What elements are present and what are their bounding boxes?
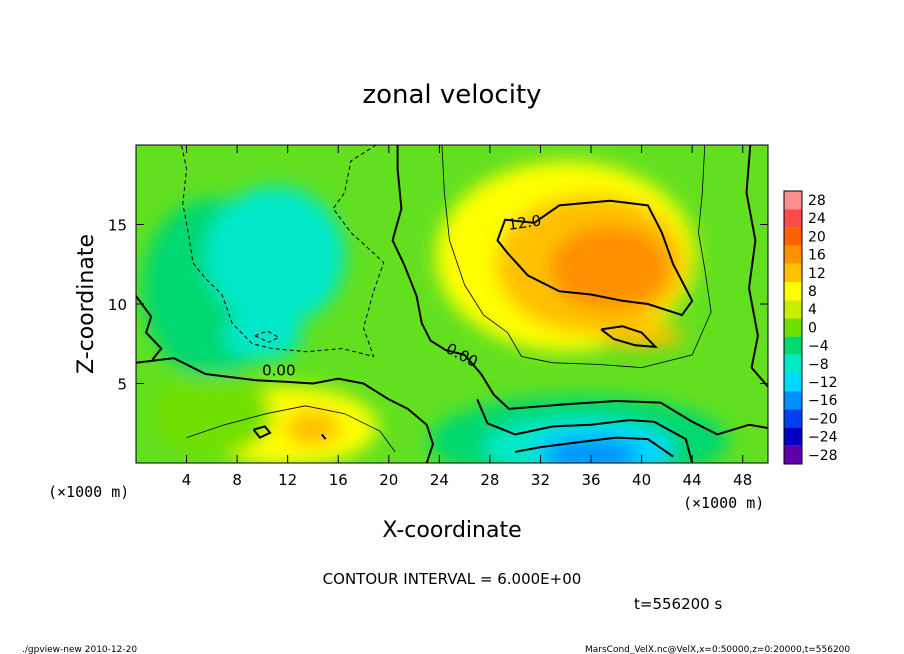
- contour-neg-cyan: [181, 145, 385, 358]
- colorbar-label: 8: [808, 284, 817, 300]
- colorbar-label: 4: [808, 302, 817, 318]
- right-credit: MarsCond_VelX.nc@VelX,x=0:50000,z=0:2000…: [585, 645, 850, 654]
- colorbar-label: −16: [808, 393, 838, 409]
- colorbar-swatch: [784, 282, 802, 301]
- x-tick-label: 8: [232, 471, 242, 489]
- y-unit-label: (×1000 m): [48, 483, 129, 501]
- colorbar-swatch: [784, 263, 802, 282]
- y-axis-label: Z-coordinate: [74, 234, 99, 374]
- field-region-cyan-core: [205, 186, 346, 327]
- colorbar: 28 24 20 16 12 8 4 0 −4 −8 −12 −16 −20 −24 −28: [783, 190, 838, 465]
- x-tick-label: 4: [182, 471, 192, 489]
- colorbar-swatch: [784, 354, 802, 373]
- field-region-neg-core: [543, 439, 640, 463]
- plot-area: [136, 145, 768, 463]
- colorbar-label: 20: [808, 229, 826, 245]
- field-region-cyan-small: [222, 311, 303, 360]
- colorbar-label: −12: [808, 375, 838, 391]
- x-axis-ticks: 4 8 12 16 20 24 28 32 36 40 44 48: [182, 145, 752, 489]
- colorbar-swatch: [784, 391, 802, 410]
- x-tick-label: 20: [379, 471, 398, 489]
- x-tick-label: 12: [278, 471, 297, 489]
- x-tick-label: 24: [430, 471, 449, 489]
- field-region-left-lower: [151, 375, 272, 456]
- x-axis-label: X-coordinate: [382, 518, 521, 543]
- field-region-lower-core: [284, 410, 341, 447]
- contour-label: 0.00: [262, 362, 295, 380]
- x-tick-label: 40: [632, 471, 651, 489]
- colorbar-label: −4: [808, 339, 829, 355]
- contour-lower-core: [252, 425, 272, 439]
- contour-zero-left: [136, 357, 435, 463]
- colorbar-label: 16: [808, 248, 826, 264]
- contour-zero-main: [391, 145, 768, 436]
- colorbar-swatch: [784, 427, 802, 446]
- x-tick-label: 36: [581, 471, 600, 489]
- colorbar-swatch: [784, 445, 802, 464]
- time-text: t=556200 s: [634, 595, 722, 613]
- colorbar-swatch: [784, 318, 802, 337]
- contour-neg-12: [515, 436, 674, 458]
- x-tick-label: 28: [480, 471, 499, 489]
- contour-neg-cyan-core: [254, 330, 280, 343]
- x-tick-label: 16: [329, 471, 348, 489]
- field-region-warm-core: [550, 225, 670, 310]
- contour-lower-dot: [321, 433, 327, 440]
- colorbar-frame: [783, 190, 803, 465]
- x-tick-label: 48: [733, 471, 752, 489]
- colorbar-swatch: [784, 336, 802, 355]
- colorbar-label: −20: [808, 411, 838, 427]
- contour-interval-text: CONTOUR INTERVAL = 6.000E+00: [323, 570, 582, 588]
- velocity-field: [141, 161, 729, 463]
- colorbar-label: 24: [808, 211, 826, 227]
- x-tick-label: 32: [531, 471, 550, 489]
- left-credit: ./gpview-new 2010-12-20: [22, 645, 137, 654]
- contour-12-positive: [496, 199, 694, 317]
- contour-zero-wall: [136, 295, 163, 361]
- colorbar-swatch: [784, 191, 802, 210]
- colorbar-label: −8: [808, 357, 829, 373]
- contour-zero-right: [745, 145, 768, 388]
- colorbar-swatch: [784, 300, 802, 319]
- colorbar-swatch: [784, 409, 802, 428]
- contour-positive-6: [441, 145, 712, 369]
- colorbar-label: 28: [808, 193, 826, 209]
- y-tick-label: 10: [108, 296, 127, 314]
- contour-lines: [136, 145, 768, 463]
- contour-neg-6: [476, 399, 694, 463]
- y-tick-label: 5: [117, 376, 127, 394]
- contour-lower-positive: [186, 405, 396, 453]
- x-tick-label: 44: [683, 471, 702, 489]
- colorbar-swatch: [784, 373, 802, 392]
- colorbar-swatch: [784, 245, 802, 264]
- y-tick-label: 15: [108, 217, 127, 235]
- contour-12-tongue: [600, 325, 659, 349]
- x-unit-label: (×1000 m): [683, 494, 764, 512]
- colorbar-label: 0: [808, 320, 817, 336]
- contour-label: 12.0: [507, 211, 543, 233]
- y-axis-ticks: 5 10 15: [108, 217, 768, 394]
- colorbar-label: −28: [808, 448, 838, 464]
- colorbar-label: −24: [808, 430, 838, 446]
- colorbar-label: 12: [808, 266, 826, 282]
- colorbar-swatch: [784, 227, 802, 246]
- colorbar-swatch: [784, 209, 802, 228]
- chart-title: zonal velocity: [362, 80, 541, 110]
